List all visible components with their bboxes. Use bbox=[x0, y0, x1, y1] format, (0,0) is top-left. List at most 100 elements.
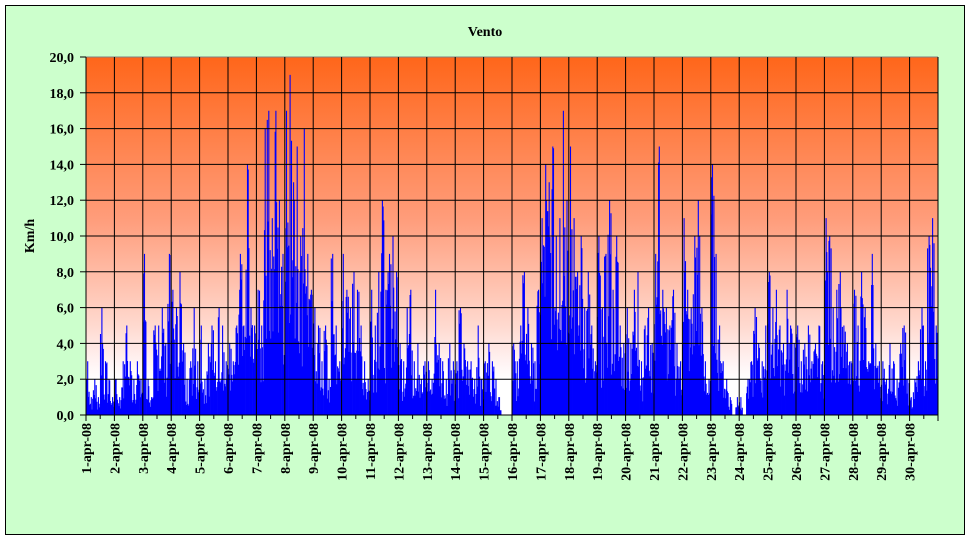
data-bin bbox=[856, 325, 861, 415]
data-bin bbox=[657, 146, 662, 415]
data-bin bbox=[557, 218, 562, 415]
data-bin bbox=[646, 307, 651, 415]
data-bin bbox=[344, 289, 349, 415]
data-bin bbox=[259, 325, 264, 415]
data-bin bbox=[753, 307, 758, 415]
data-bin bbox=[934, 325, 939, 415]
data-bin bbox=[320, 361, 324, 415]
data-bin bbox=[224, 361, 229, 415]
data-bin bbox=[785, 289, 790, 415]
data-bin bbox=[774, 289, 779, 415]
data-bin bbox=[721, 361, 726, 415]
data-bin bbox=[497, 397, 502, 415]
data-bin bbox=[600, 307, 605, 415]
y-tick-label: 16,0 bbox=[50, 123, 75, 138]
data-bin bbox=[444, 379, 449, 415]
x-tick-label: 26-apr-08 bbox=[790, 423, 805, 481]
data-bin bbox=[238, 253, 243, 415]
data-bin bbox=[99, 307, 104, 415]
data-bin bbox=[632, 289, 637, 415]
x-tick-label: 5-apr-08 bbox=[194, 423, 209, 474]
data-bin bbox=[430, 379, 435, 415]
data-bin bbox=[667, 325, 672, 415]
data-bin bbox=[866, 361, 871, 415]
data-bin bbox=[827, 236, 832, 415]
x-tick-label: 17-apr-08 bbox=[534, 423, 549, 481]
data-bin bbox=[643, 325, 648, 415]
data-bin bbox=[135, 361, 140, 415]
data-bin bbox=[746, 379, 750, 415]
data-bin bbox=[912, 379, 917, 415]
data-bin bbox=[490, 361, 495, 415]
y-tick-label: 18,0 bbox=[50, 87, 75, 102]
data-bin bbox=[472, 379, 477, 415]
data-bin bbox=[202, 379, 207, 415]
data-bin bbox=[270, 218, 275, 415]
x-tick-label: 15-apr-08 bbox=[478, 423, 493, 481]
x-tick-label: 30-apr-08 bbox=[904, 423, 919, 481]
data-bin bbox=[870, 253, 875, 415]
data-bin bbox=[863, 307, 868, 415]
data-bin bbox=[234, 325, 239, 415]
x-tick-label: 1-apr-08 bbox=[80, 423, 95, 474]
data-bin bbox=[355, 289, 360, 415]
data-bin bbox=[841, 325, 846, 415]
data-bin bbox=[291, 182, 296, 415]
data-bin bbox=[107, 379, 111, 415]
data-bin bbox=[295, 146, 300, 415]
x-tick-label: 16-apr-08 bbox=[506, 423, 521, 481]
data-bin bbox=[174, 307, 179, 415]
data-bin bbox=[220, 325, 225, 415]
x-tick-label: 11-apr-08 bbox=[364, 423, 379, 480]
data-bin bbox=[724, 379, 729, 415]
x-tick-label: 23-apr-08 bbox=[705, 423, 720, 481]
data-bin bbox=[533, 361, 537, 415]
data-bin bbox=[554, 236, 559, 415]
data-bin bbox=[362, 361, 367, 415]
data-bin bbox=[852, 289, 857, 415]
data-bin bbox=[660, 289, 665, 415]
data-bin bbox=[902, 325, 907, 415]
data-bin bbox=[334, 325, 339, 415]
data-bin bbox=[433, 289, 438, 415]
data-bin bbox=[611, 289, 616, 415]
data-bin bbox=[930, 218, 935, 415]
data-bin bbox=[895, 379, 900, 415]
y-tick-label: 4,0 bbox=[57, 337, 75, 352]
data-bin bbox=[809, 361, 814, 415]
data-bin bbox=[614, 236, 619, 415]
data-bin bbox=[710, 164, 715, 415]
data-bin bbox=[831, 307, 836, 415]
x-tick-label: 20-apr-08 bbox=[620, 423, 635, 481]
chart-title: Vento bbox=[468, 25, 503, 40]
data-bin bbox=[273, 110, 278, 415]
data-bin bbox=[160, 307, 165, 415]
x-tick-label: 18-apr-08 bbox=[563, 423, 578, 481]
x-tick-label: 2-apr-08 bbox=[108, 423, 123, 474]
data-bin bbox=[678, 361, 683, 415]
x-tick-label: 24-apr-08 bbox=[733, 423, 748, 481]
data-bin bbox=[884, 379, 889, 415]
data-bin bbox=[916, 361, 921, 415]
x-tick-label: 7-apr-08 bbox=[250, 423, 265, 474]
data-bin bbox=[146, 379, 151, 415]
data-bin bbox=[92, 379, 97, 415]
data-bin bbox=[664, 307, 669, 415]
y-axis-label: Km/h bbox=[23, 219, 38, 253]
data-bin bbox=[877, 361, 882, 415]
data-bin bbox=[192, 307, 197, 415]
data-bin bbox=[323, 325, 328, 415]
x-tick-label: 6-apr-08 bbox=[222, 423, 237, 474]
data-bin bbox=[706, 379, 711, 415]
data-bin bbox=[245, 164, 250, 415]
data-bin bbox=[699, 307, 704, 415]
data-bin bbox=[550, 146, 555, 415]
data-bin bbox=[103, 361, 108, 415]
data-bin bbox=[451, 361, 456, 415]
data-bin bbox=[383, 289, 388, 415]
data-bin bbox=[671, 289, 676, 415]
data-bin bbox=[618, 325, 623, 415]
data-bin bbox=[469, 361, 474, 415]
data-bin bbox=[820, 361, 825, 415]
y-tick-label: 6,0 bbox=[57, 302, 75, 317]
